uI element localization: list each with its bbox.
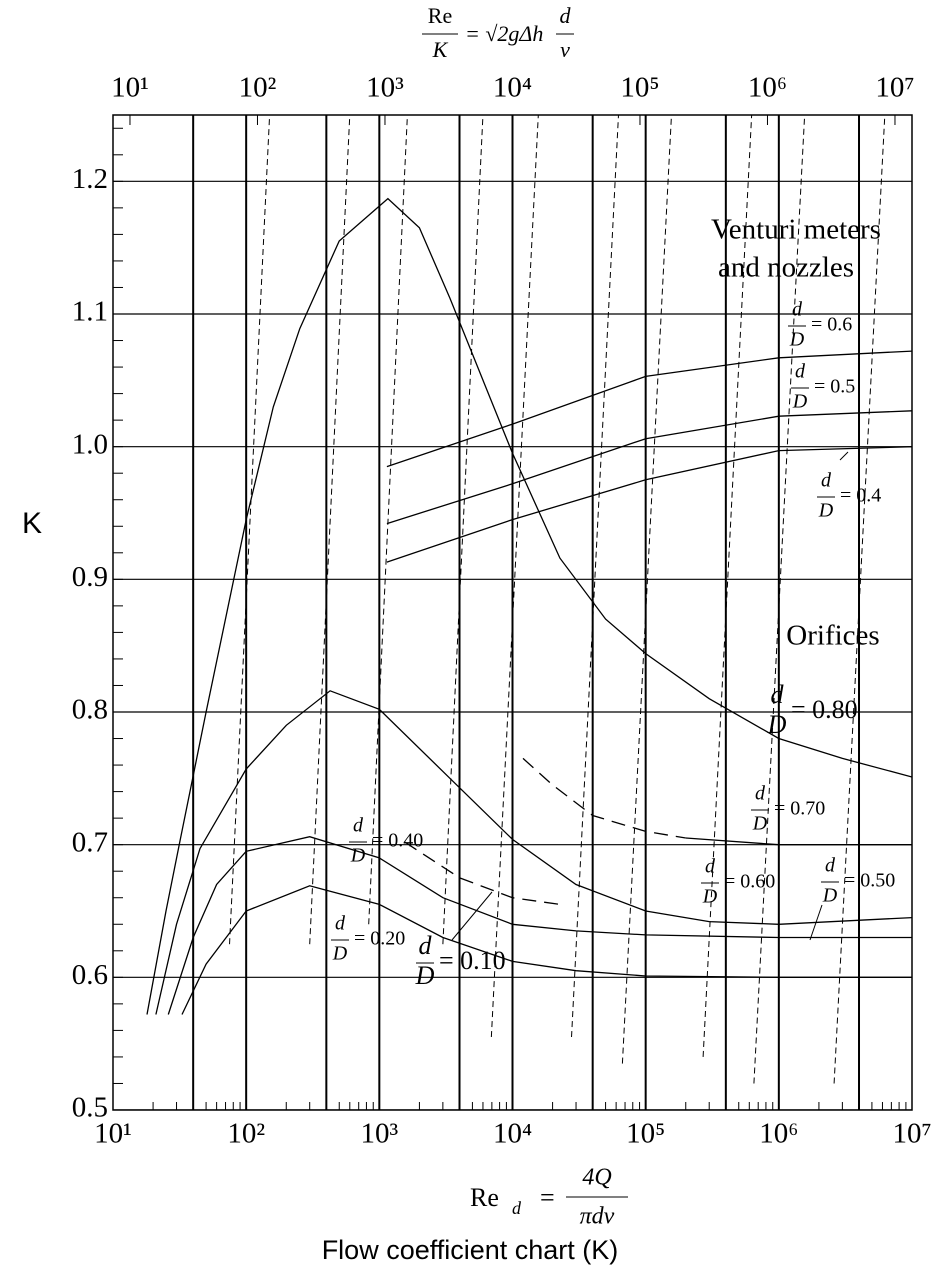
annotation-numerator: d [825,855,836,877]
annotation-numerator: d [335,913,346,935]
curve [167,836,912,1015]
y-tick-label: 1.1 [72,296,108,328]
x2-tick-label: 10² [239,72,277,104]
annotation-denominator: D [789,329,805,351]
curve [181,885,912,1015]
x2-label-rhs: = √2gΔh [465,21,543,46]
x2-label-rhs-denominator: v [560,37,570,62]
annotation-numerator: d [795,361,806,383]
annotation-denominator: D [702,886,718,908]
reference-line [753,115,806,1084]
x2-label-rhs-numerator: d [560,3,572,28]
annotation-text: = 0.50 [844,870,895,892]
annotation-denominator: D [792,391,808,413]
reference-line [621,115,672,1064]
x-tick-label: 10⁶ [759,1118,798,1150]
reference-line [309,115,351,945]
annotation-denominator: D [350,845,366,867]
x-label-lhs: Re [470,1183,499,1212]
x-label-numerator: 4Q [582,1165,611,1191]
x-tick-label: 10⁴ [493,1118,532,1150]
annotation-text: = 0.20 [354,928,405,950]
annotation-denominator: D [332,943,348,965]
x2-tick-label: 10⁵ [620,72,659,104]
curve [386,410,912,525]
annotation-text: = 0.70 [774,798,825,820]
region-label: and nozzles [718,252,854,284]
annotation-text: = 0.10 [439,946,506,975]
x-tick-label: 10¹ [94,1118,132,1150]
curve [386,350,912,468]
x2-tick-label: 10¹ [111,72,149,104]
annotation-text: = 0.6 [811,314,852,336]
annotation-text: = 0.80 [791,695,858,724]
annotation-text: = 0.5 [814,376,855,398]
x-tick-label: 10² [227,1118,265,1150]
annotation-numerator: d [705,856,716,878]
reference-line [368,115,408,925]
annotation-numerator: d [792,299,803,321]
curve [522,757,686,839]
leader-line [451,891,493,941]
annotation-denominator: D [752,813,768,835]
x-tick-label: 10³ [360,1118,398,1150]
reference-line [229,115,271,945]
x-tick-label: 10⁵ [626,1118,665,1150]
reference-line [571,115,619,1038]
y-tick-label: 0.9 [72,561,108,593]
curve [404,841,560,906]
curve [155,690,912,1015]
reference-line [490,115,539,1038]
x2-tick-label: 10³ [366,72,404,104]
x-tick-label: 10⁷ [892,1118,931,1150]
region-label: Orifices [786,620,879,652]
reference-line [442,115,484,945]
annotation-denominator: D [767,710,787,739]
x2-label-numerator: Re [428,3,452,28]
y-tick-label: 0.7 [72,826,108,858]
reference-line [702,115,753,1057]
y-tick-label: 0.6 [72,959,108,991]
annotation-denominator: D [818,500,834,522]
annotation-numerator: d [755,783,766,805]
annotation-text: = 0.40 [372,830,423,852]
x2-tick-label: 10⁷ [875,72,914,104]
annotation-text: = 0.4 [840,485,881,507]
annotation-numerator: d [353,815,364,837]
region-label: Venturi meters [711,214,881,246]
annotation-denominator: D [415,961,435,990]
y-tick-label: 0.5 [72,1092,108,1124]
annotation-numerator: d [771,680,785,709]
y-tick-label: 1.2 [72,163,108,195]
y-label: K [22,507,42,540]
x2-tick-label: 10⁴ [493,72,532,104]
curve [685,837,912,846]
y-tick-label: 0.8 [72,694,108,726]
x-label-denominator: πdv [580,1204,615,1230]
leader-line [809,904,823,941]
x-label-eq: = [540,1183,555,1212]
y-tick-label: 1.0 [72,428,108,460]
x2-tick-label: 10⁶ [748,72,787,104]
x2-label-denominator: K [432,37,449,62]
caption: Flow coefficient chart (K) [322,1235,619,1265]
annotation-denominator: D [822,885,838,907]
annotation-numerator: d [821,470,832,492]
curve [386,446,912,563]
x-label-sub: d [512,1198,522,1218]
leader-line [839,451,849,461]
annotation-numerator: d [419,931,433,960]
curve [146,197,912,1015]
annotation-text: = 0.60 [724,871,775,893]
reference-line [833,115,886,1084]
